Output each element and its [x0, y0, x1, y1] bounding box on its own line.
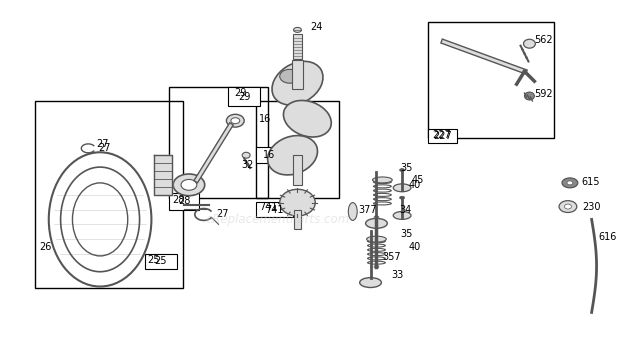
Bar	[293, 34, 303, 58]
Text: eReplacementParts.com: eReplacementParts.com	[206, 213, 350, 226]
Ellipse shape	[564, 204, 572, 209]
Text: 32: 32	[241, 160, 254, 170]
Bar	[169, 193, 199, 209]
Text: 741: 741	[259, 201, 278, 212]
Text: 40: 40	[409, 180, 421, 190]
Ellipse shape	[242, 152, 250, 158]
Bar	[228, 87, 260, 106]
Bar	[428, 22, 554, 139]
Ellipse shape	[373, 177, 392, 183]
Bar	[256, 101, 339, 198]
Text: 615: 615	[582, 177, 600, 187]
Ellipse shape	[393, 184, 411, 192]
Ellipse shape	[173, 174, 205, 196]
Text: 562: 562	[534, 35, 553, 45]
Ellipse shape	[366, 219, 388, 228]
Text: 33: 33	[391, 270, 404, 280]
Ellipse shape	[268, 136, 317, 175]
Text: 35: 35	[400, 163, 412, 173]
Text: 16: 16	[259, 114, 271, 124]
Text: 26: 26	[39, 242, 51, 252]
Ellipse shape	[283, 101, 331, 137]
Ellipse shape	[280, 69, 299, 83]
Ellipse shape	[562, 178, 578, 188]
Text: 34: 34	[399, 205, 412, 214]
Bar	[293, 209, 301, 229]
Text: 29: 29	[234, 88, 247, 98]
Bar	[428, 129, 458, 143]
Ellipse shape	[231, 118, 240, 124]
Bar	[293, 155, 303, 185]
Text: 592: 592	[534, 89, 553, 99]
Text: 25: 25	[154, 256, 167, 266]
Text: 27: 27	[98, 143, 110, 153]
Ellipse shape	[400, 196, 405, 199]
Text: 230: 230	[582, 201, 600, 212]
Bar	[144, 254, 177, 269]
Ellipse shape	[567, 181, 573, 185]
Ellipse shape	[525, 92, 534, 100]
Text: 227: 227	[433, 131, 452, 141]
Ellipse shape	[348, 203, 357, 220]
Ellipse shape	[360, 278, 381, 287]
Ellipse shape	[272, 61, 323, 105]
Text: 29: 29	[238, 92, 250, 102]
Ellipse shape	[374, 265, 379, 268]
Bar	[256, 147, 283, 163]
Text: 741: 741	[265, 205, 283, 214]
Text: 25: 25	[148, 255, 160, 265]
Text: 27: 27	[216, 209, 229, 220]
Text: 16: 16	[264, 150, 275, 160]
Text: 357: 357	[383, 252, 401, 262]
Text: 377: 377	[359, 205, 378, 214]
Ellipse shape	[523, 39, 535, 48]
Bar	[256, 201, 293, 218]
Ellipse shape	[280, 189, 315, 216]
Text: 27: 27	[96, 140, 108, 149]
Ellipse shape	[366, 236, 386, 242]
Polygon shape	[154, 155, 172, 195]
Bar	[291, 60, 303, 89]
Text: 28: 28	[172, 195, 185, 205]
Bar	[35, 101, 183, 288]
Ellipse shape	[181, 180, 197, 190]
Text: 40: 40	[409, 242, 421, 252]
Ellipse shape	[393, 212, 411, 219]
Text: 35: 35	[400, 229, 412, 239]
Ellipse shape	[374, 216, 379, 219]
Text: 616: 616	[598, 232, 617, 242]
Ellipse shape	[293, 27, 301, 32]
Ellipse shape	[400, 168, 405, 172]
Ellipse shape	[226, 114, 244, 127]
Text: 227: 227	[433, 129, 451, 140]
Text: 24: 24	[311, 22, 322, 32]
Ellipse shape	[559, 201, 577, 213]
Text: 28: 28	[178, 196, 190, 206]
Text: 45: 45	[412, 175, 424, 185]
Bar	[169, 87, 268, 198]
